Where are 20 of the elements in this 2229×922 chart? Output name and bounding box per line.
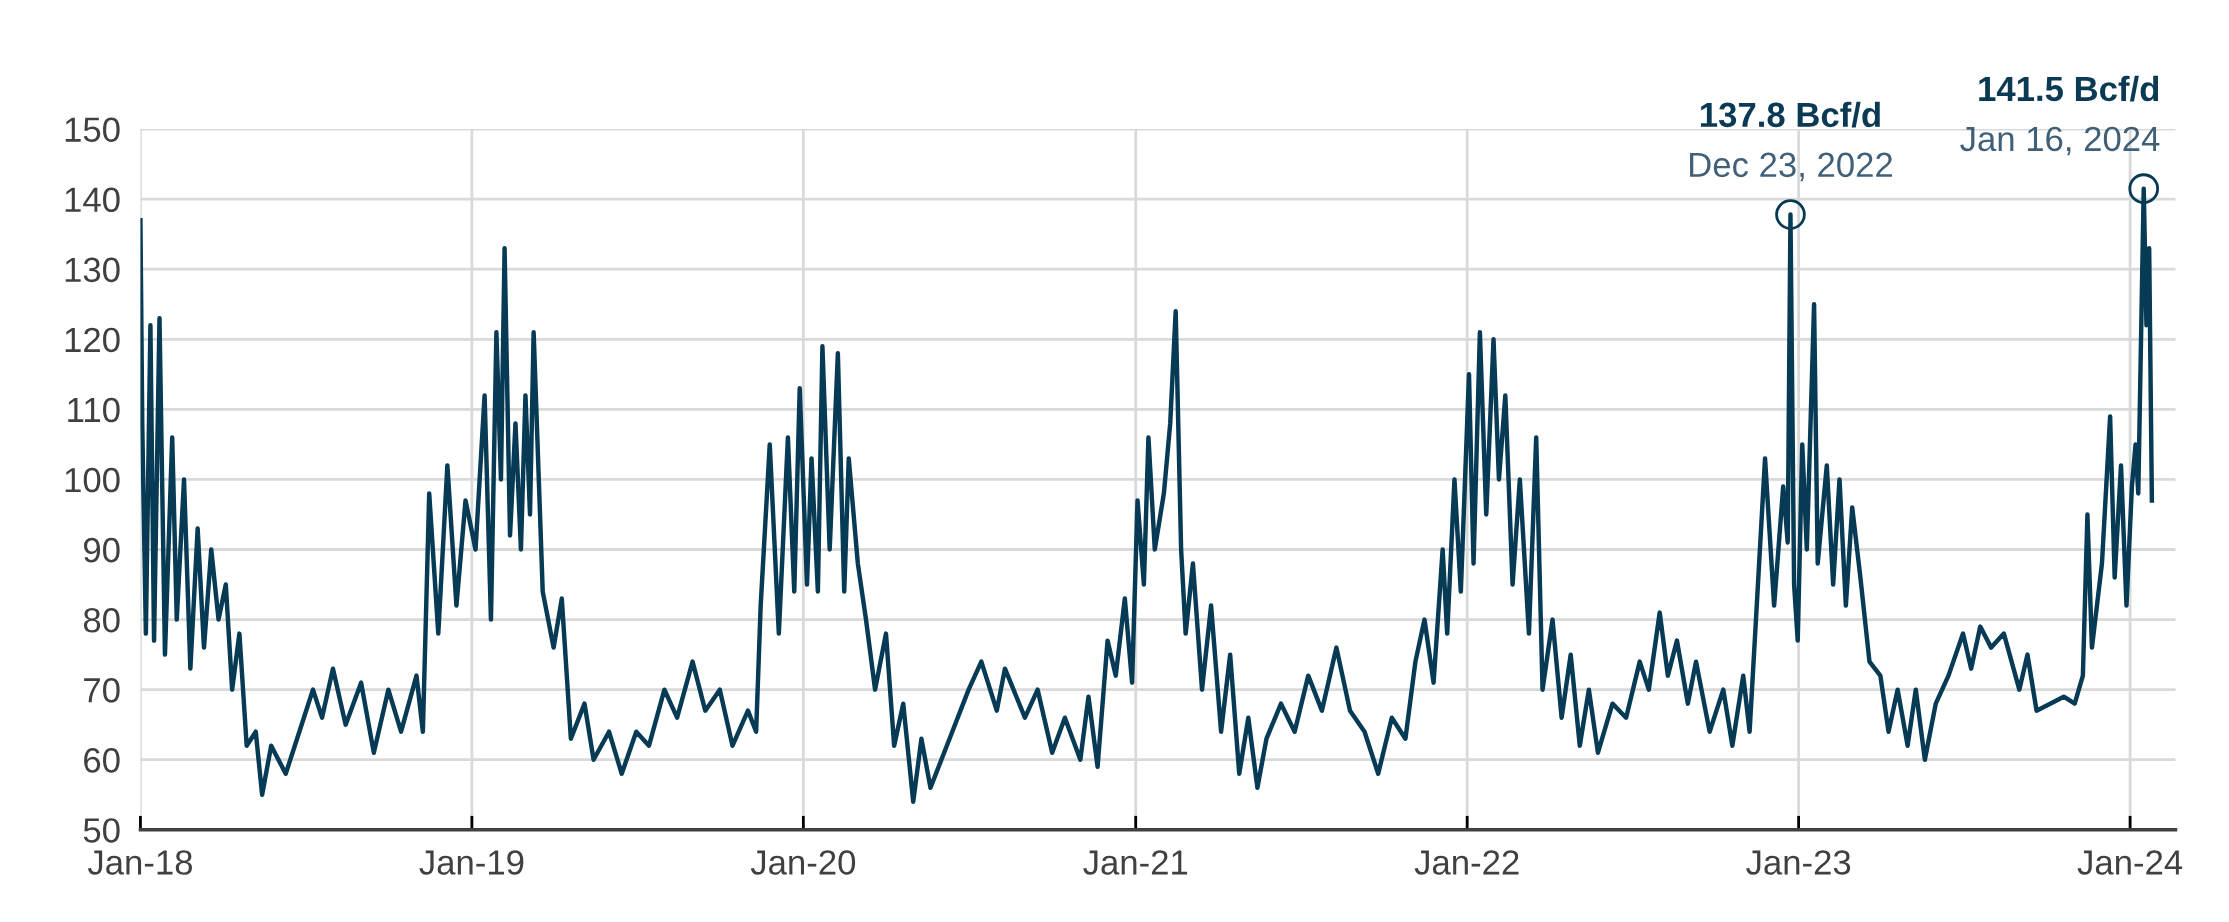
y-tick-label: 60 [84, 748, 120, 773]
y-tick-label: 130 [65, 257, 120, 283]
x-tick-label: Jan-18 [87, 850, 193, 875]
x-tick-label: Jan-22 [1414, 850, 1519, 875]
y-tick-label: 120 [65, 327, 120, 353]
y-tick-label: 100 [65, 467, 120, 493]
annotation: 137.8 Bcf/d Dec 23, 2022 [1690, 101, 1893, 182]
x-tick-label: Jan-19 [419, 850, 524, 875]
x-tick-label: Jan-20 [750, 850, 856, 875]
y-tick-label: 70 [84, 677, 120, 703]
x-tick-label: Jan-24 [2077, 850, 2183, 875]
y-tick-label: 80 [83, 607, 120, 633]
y-tick-label: 140 [65, 187, 120, 213]
y-tick-label: 50 [83, 818, 120, 843]
y-tick-label: 110 [68, 397, 120, 423]
x-tick-label: Jan-21 [1083, 850, 1188, 875]
y-tick-label: 150 [65, 117, 120, 142]
x-tick-label: Jan-23 [1746, 850, 1851, 875]
annotation: 141.5 Bcf/d Jan 16, 2024 [1960, 75, 2160, 156]
y-tick-label: 90 [83, 537, 120, 563]
